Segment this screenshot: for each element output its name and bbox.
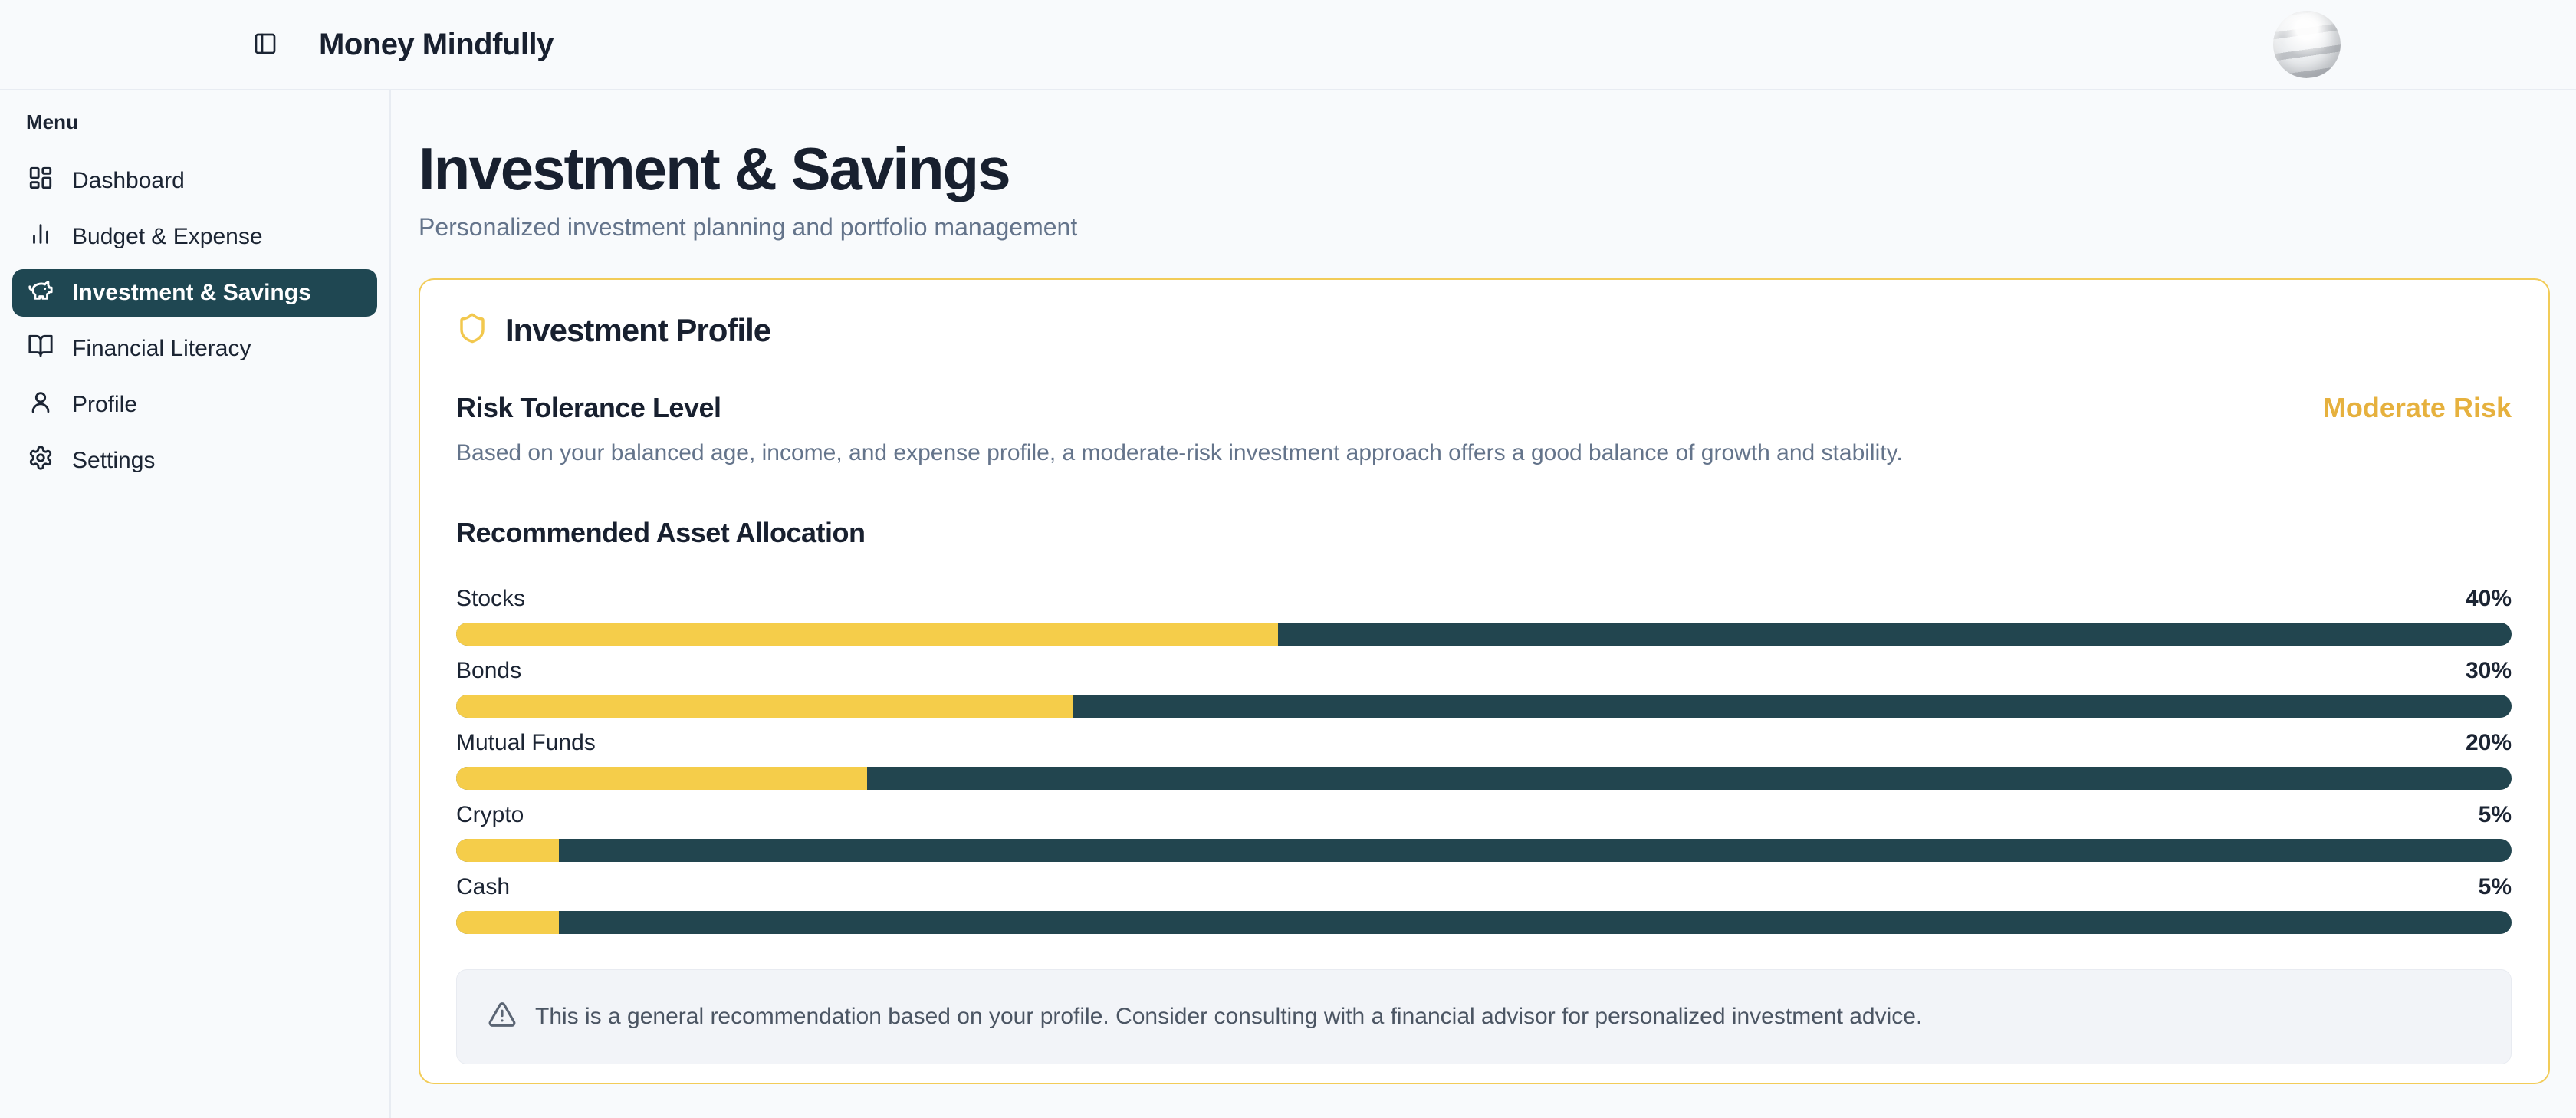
sidebar-item-label: Profile — [72, 392, 138, 417]
disclaimer-box: This is a general recommendation based o… — [456, 968, 2512, 1064]
allocation-label: Bonds — [456, 657, 522, 683]
panel-left-icon — [253, 31, 278, 58]
book-open-icon — [28, 333, 54, 365]
user-icon — [28, 389, 54, 421]
sidebar-item-financial-literacy[interactable]: Financial Literacy — [12, 325, 377, 373]
card-header: Investment Profile — [456, 312, 2512, 349]
allocation-bar-fill — [456, 622, 1279, 646]
allocation-label: Mutual Funds — [456, 729, 596, 755]
allocation-label: Crypto — [456, 801, 524, 827]
sidebar-item-budget-expense[interactable]: Budget & Expense — [12, 213, 377, 261]
risk-level-badge: Moderate Risk — [2322, 391, 2512, 423]
sidebar-item-investment-savings[interactable]: Investment & Savings — [12, 269, 377, 317]
sidebar: Menu Dashboard Budget & Expense Investme… — [0, 90, 391, 1118]
avatar[interactable] — [2273, 11, 2341, 78]
warning-triangle-icon — [488, 1000, 517, 1033]
allocation-bar-track — [456, 910, 2512, 934]
piggy-bank-icon — [28, 277, 54, 309]
allocation-bar-fill — [456, 694, 1073, 718]
investment-profile-card: Investment Profile Risk Tolerance Level … — [419, 278, 2550, 1084]
top-header: Money Mindfully — [0, 0, 2576, 90]
allocation-percent: 40% — [2465, 585, 2512, 611]
sidebar-item-profile[interactable]: Profile — [12, 381, 377, 429]
allocation-row-mutual-funds: Mutual Funds 20% — [456, 730, 2512, 790]
page-subtitle: Personalized investment planning and por… — [419, 212, 1078, 241]
card-title: Investment Profile — [505, 311, 771, 348]
gear-icon — [28, 445, 54, 477]
allocation-label: Cash — [456, 873, 511, 899]
allocation-bar-track — [456, 838, 2512, 862]
sidebar-item-label: Investment & Savings — [72, 280, 311, 305]
allocation-percent: 5% — [2478, 873, 2512, 899]
disclaimer-text: This is a general recommendation based o… — [535, 1003, 1923, 1029]
shield-icon — [456, 312, 488, 348]
sidebar-item-label: Dashboard — [72, 168, 185, 193]
allocation-row-crypto: Crypto 5% — [456, 802, 2512, 862]
page-title: Investment & Savings — [419, 135, 1011, 202]
sidebar-item-label: Financial Literacy — [72, 336, 251, 361]
sidebar-menu-label: Menu — [26, 110, 78, 133]
allocation-percent: 30% — [2465, 657, 2512, 683]
main-content: Investment & Savings Personalized invest… — [391, 90, 2576, 1118]
dashboard-icon — [28, 165, 54, 197]
sidebar-item-label: Settings — [72, 448, 156, 473]
allocation-bar-fill — [456, 838, 560, 862]
allocation-bar-track — [456, 766, 2512, 790]
risk-tolerance-row: Risk Tolerance Level Moderate Risk — [456, 392, 2512, 424]
allocation-bar-fill — [456, 910, 560, 934]
risk-tolerance-heading: Risk Tolerance Level — [456, 391, 721, 423]
app-title: Money Mindfully — [319, 27, 554, 61]
allocation-row-cash: Cash 5% — [456, 874, 2512, 934]
sidebar-item-label: Budget & Expense — [72, 224, 263, 249]
sidebar-item-dashboard[interactable]: Dashboard — [12, 157, 377, 205]
allocation-bar-fill — [456, 766, 868, 790]
allocation-bar-track — [456, 622, 2512, 646]
allocation-bar-track — [456, 694, 2512, 718]
allocation-heading: Recommended Asset Allocation — [456, 516, 866, 548]
sidebar-item-settings[interactable]: Settings — [12, 437, 377, 485]
risk-description: Based on your balanced age, income, and … — [456, 439, 1903, 465]
allocation-row-bonds: Bonds 30% — [456, 658, 2512, 718]
allocation-percent: 5% — [2478, 801, 2512, 827]
sidebar-toggle-button[interactable] — [247, 26, 284, 63]
allocation-percent: 20% — [2465, 729, 2512, 755]
bar-chart-icon — [28, 221, 54, 253]
allocation-row-stocks: Stocks 40% — [456, 586, 2512, 646]
allocation-label: Stocks — [456, 585, 526, 611]
